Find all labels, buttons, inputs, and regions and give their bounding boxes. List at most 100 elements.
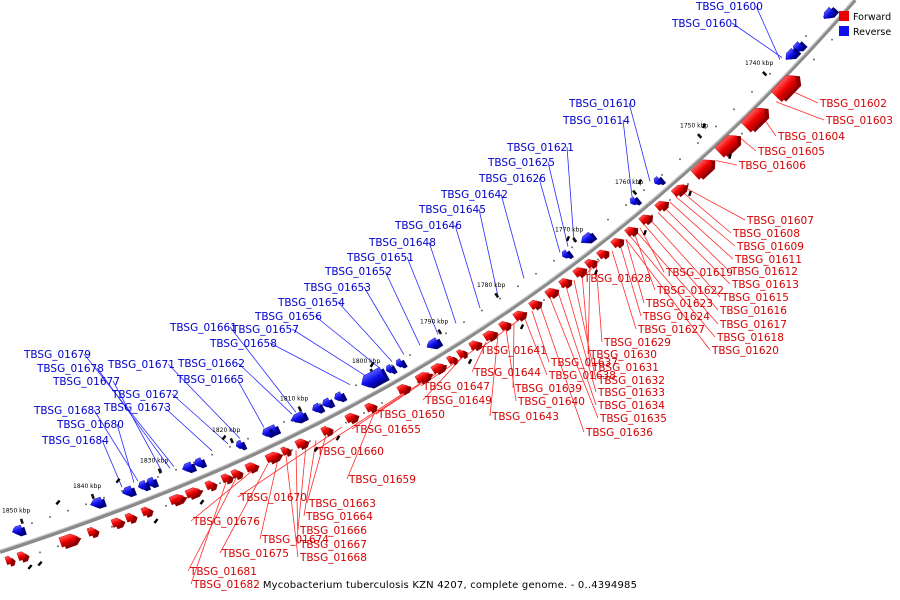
- forward-gene-label[interactable]: TBSG_01635: [599, 413, 667, 425]
- forward-gene-label[interactable]: TBSG_01643: [491, 411, 559, 423]
- reverse-gene-label[interactable]: TBSG_01621: [506, 142, 574, 154]
- reverse-gene-label[interactable]: TBSG_01662: [177, 358, 245, 370]
- forward-gene-label[interactable]: TBSG_01630: [589, 349, 657, 361]
- reverse-gene-label[interactable]: TBSG_01601: [671, 18, 739, 30]
- reverse-gene-label[interactable]: TBSG_01600: [695, 1, 763, 13]
- reverse-gene-label[interactable]: TBSG_01625: [487, 157, 555, 169]
- forward-gene-label[interactable]: TBSG_01650: [377, 409, 445, 421]
- reverse-gene[interactable]: [358, 366, 390, 393]
- forward-gene[interactable]: [690, 154, 720, 182]
- reverse-gene[interactable]: [89, 496, 107, 511]
- forward-gene-label[interactable]: TBSG_01663: [308, 498, 376, 510]
- forward-gene[interactable]: [58, 531, 83, 550]
- forward-gene[interactable]: [572, 263, 590, 280]
- forward-gene-label[interactable]: TBSG_01659: [348, 474, 416, 486]
- reverse-gene-label[interactable]: TBSG_01673: [103, 402, 171, 414]
- forward-gene-label[interactable]: TBSG_01647: [422, 381, 490, 393]
- forward-gene-label[interactable]: TBSG_01634: [597, 400, 665, 412]
- forward-gene[interactable]: [264, 448, 285, 465]
- reverse-gene[interactable]: [321, 396, 336, 411]
- forward-gene-label[interactable]: TBSG_01618: [716, 332, 784, 344]
- forward-gene[interactable]: [610, 234, 626, 250]
- forward-gene-label[interactable]: TBSG_01611: [734, 254, 802, 266]
- forward-gene-label[interactable]: TBSG_01637: [550, 357, 618, 369]
- forward-gene-label[interactable]: TBSG_01655: [353, 424, 421, 436]
- forward-gene[interactable]: [4, 554, 17, 567]
- forward-gene[interactable]: [456, 347, 469, 361]
- forward-gene[interactable]: [320, 423, 336, 438]
- forward-gene[interactable]: [220, 471, 235, 485]
- forward-gene-label[interactable]: TBSG_01660: [316, 446, 384, 458]
- reverse-gene[interactable]: [384, 363, 398, 377]
- forward-gene-label[interactable]: TBSG_01607: [746, 215, 814, 227]
- forward-gene-label[interactable]: TBSG_01675: [221, 548, 289, 560]
- reverse-gene-label[interactable]: TBSG_01677: [52, 376, 120, 388]
- reverse-gene-label[interactable]: TBSG_01653: [303, 282, 371, 294]
- forward-gene[interactable]: [16, 550, 31, 564]
- reverse-gene-label[interactable]: TBSG_01658: [209, 338, 277, 350]
- forward-gene[interactable]: [670, 180, 691, 200]
- reverse-gene[interactable]: [783, 46, 802, 64]
- reverse-gene-label[interactable]: TBSG_01678: [36, 363, 104, 375]
- forward-gene-label[interactable]: TBSG_01615: [721, 292, 789, 304]
- forward-gene[interactable]: [584, 255, 599, 270]
- forward-gene[interactable]: [204, 478, 219, 492]
- forward-gene[interactable]: [294, 436, 312, 452]
- reverse-gene-label[interactable]: TBSG_01652: [324, 266, 392, 278]
- forward-gene-label[interactable]: TBSG_01627: [637, 324, 705, 336]
- forward-gene-label[interactable]: TBSG_01629: [603, 337, 671, 349]
- forward-gene[interactable]: [396, 381, 414, 397]
- reverse-gene-label[interactable]: TBSG_01656: [254, 311, 322, 323]
- reverse-gene-label[interactable]: TBSG_01614: [562, 115, 630, 127]
- forward-gene[interactable]: [184, 484, 205, 501]
- forward-gene[interactable]: [230, 467, 246, 482]
- forward-gene-label[interactable]: TBSG_01633: [597, 387, 665, 399]
- forward-gene-label[interactable]: TBSG_01622: [656, 285, 724, 297]
- forward-gene-label[interactable]: TBSG_01632: [597, 375, 665, 387]
- reverse-gene-label[interactable]: TBSG_01642: [440, 189, 508, 201]
- forward-gene-label[interactable]: TBSG_01616: [719, 305, 787, 317]
- forward-gene[interactable]: [140, 505, 155, 519]
- forward-gene[interactable]: [430, 359, 450, 376]
- reverse-gene-label[interactable]: TBSG_01665: [176, 374, 244, 386]
- forward-gene[interactable]: [596, 246, 611, 261]
- forward-gene-label[interactable]: TBSG_01667: [299, 539, 367, 551]
- forward-gene[interactable]: [364, 400, 380, 415]
- forward-gene[interactable]: [414, 368, 435, 386]
- forward-gene[interactable]: [244, 460, 261, 475]
- forward-gene-label[interactable]: TBSG_01619: [665, 267, 733, 279]
- reverse-gene-label[interactable]: TBSG_01672: [111, 389, 179, 401]
- reverse-gene-label[interactable]: TBSG_01626: [478, 173, 546, 185]
- forward-gene-label[interactable]: TBSG_01676: [192, 516, 260, 528]
- reverse-gene-label[interactable]: TBSG_01610: [568, 98, 636, 110]
- reverse-gene-label[interactable]: TBSG_01679: [23, 349, 91, 361]
- reverse-gene-label[interactable]: TBSG_01684: [41, 435, 109, 447]
- forward-gene[interactable]: [512, 307, 530, 323]
- forward-gene-label[interactable]: TBSG_01644: [473, 367, 541, 379]
- reverse-gene[interactable]: [311, 402, 326, 417]
- forward-gene[interactable]: [86, 525, 101, 539]
- reverse-gene[interactable]: [181, 461, 198, 476]
- reverse-gene-label[interactable]: TBSG_01654: [277, 297, 345, 309]
- reverse-gene-label[interactable]: TBSG_01651: [346, 252, 414, 264]
- forward-gene-label[interactable]: TBSG_01613: [731, 279, 799, 291]
- reverse-gene-label[interactable]: TBSG_01657: [231, 324, 299, 336]
- forward-gene-label[interactable]: TBSG_01624: [642, 311, 710, 323]
- reverse-gene[interactable]: [652, 174, 667, 188]
- forward-gene-label[interactable]: TBSG_01664: [305, 511, 373, 523]
- reverse-gene[interactable]: [193, 456, 208, 470]
- reverse-gene[interactable]: [11, 524, 27, 539]
- forward-gene-label[interactable]: TBSG_01649: [424, 395, 492, 407]
- forward-gene-label[interactable]: TBSG_01604: [777, 131, 845, 143]
- forward-gene-label[interactable]: TBSG_01681: [189, 566, 257, 578]
- forward-gene-label[interactable]: TBSG_01609: [736, 241, 804, 253]
- forward-gene[interactable]: [770, 69, 805, 104]
- forward-gene[interactable]: [124, 511, 139, 525]
- forward-gene[interactable]: [110, 515, 127, 530]
- forward-gene[interactable]: [654, 197, 672, 214]
- forward-gene-label[interactable]: TBSG_01682: [192, 579, 260, 591]
- forward-gene[interactable]: [558, 275, 575, 291]
- reverse-gene-label[interactable]: TBSG_01661: [169, 322, 237, 334]
- forward-gene-label[interactable]: TBSG_01603: [825, 115, 893, 127]
- forward-gene-label[interactable]: TBSG_01666: [299, 525, 367, 537]
